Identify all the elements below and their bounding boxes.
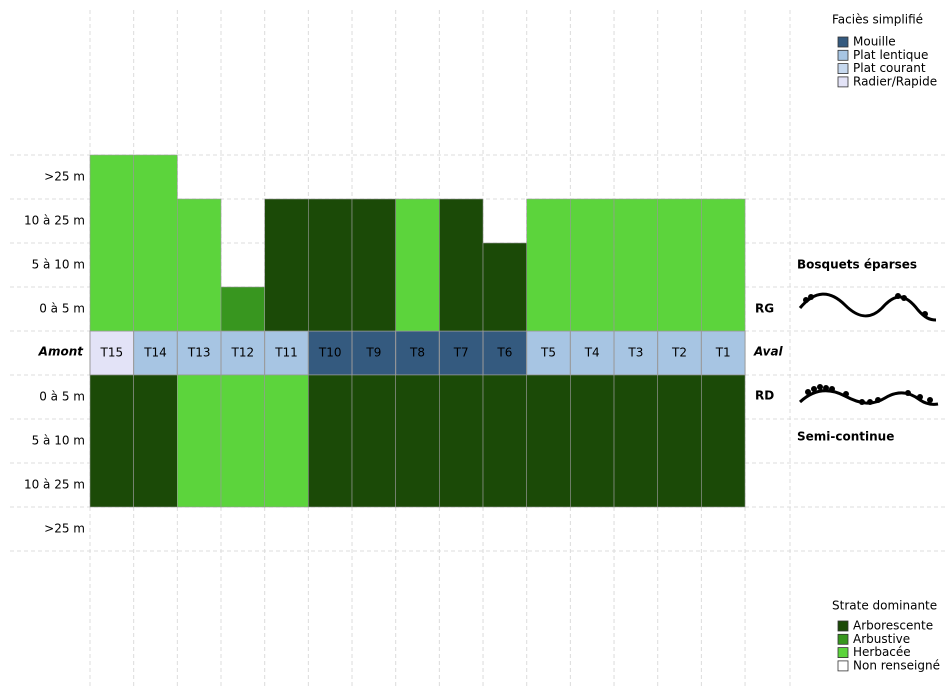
vegetation-bar (89, 154, 134, 332)
vegetation-bar (351, 374, 396, 508)
y-tick-label: 10 à 25 m (24, 478, 85, 492)
transect-label: T14 (143, 346, 167, 360)
vegetation-bar (351, 198, 396, 332)
transect-label: T9 (365, 346, 381, 360)
transect-label: T13 (187, 346, 211, 360)
vegetation-bar (526, 374, 571, 508)
vegetation-bar (177, 374, 222, 508)
y-tick-label: >25 m (44, 522, 85, 536)
legend-title: Faciès simplifié (832, 13, 923, 27)
vegetation-bar (482, 242, 527, 332)
downstream-label: Aval (753, 345, 784, 359)
facies-cell (569, 330, 615, 376)
transect-label: T8 (409, 346, 425, 360)
transect-label: T6 (496, 346, 512, 360)
facies-cell (351, 330, 397, 376)
vegetation-bar (177, 198, 222, 332)
vegetation-bar (439, 198, 484, 332)
transect-label: T2 (671, 346, 687, 360)
vegetation-bar (308, 198, 353, 332)
vegetation-bar (657, 374, 702, 508)
y-tick-label: 0 à 5 m (39, 302, 85, 316)
vegetation-bar (657, 198, 702, 332)
legend-swatch (837, 36, 849, 48)
transect-label: T11 (274, 346, 298, 360)
transect-label: T7 (453, 346, 469, 360)
legend-swatch (837, 63, 849, 74)
continuity-icon (798, 292, 937, 322)
vegetation-bar (220, 374, 265, 508)
facies-cell (526, 330, 571, 376)
vegetation-bar (395, 198, 440, 332)
vegetation-bar (133, 374, 178, 508)
transect-label: T5 (540, 346, 556, 360)
vegetation-bar (570, 198, 615, 332)
facies-cell (133, 330, 178, 376)
vegetation-bar (439, 374, 484, 508)
vegetation-bar (482, 374, 527, 508)
transect-label: T4 (584, 346, 600, 360)
transect-label: T12 (231, 346, 255, 360)
bank-name: RD (755, 389, 774, 403)
facies-cell (700, 330, 746, 376)
facies-cell (89, 330, 135, 376)
vegetation-bar (89, 374, 134, 508)
bank-continuity: Bosquets éparses (797, 258, 917, 272)
y-tick-label: >25 m (44, 170, 85, 184)
continuity-icon (798, 384, 939, 406)
vegetation-bar (570, 374, 615, 508)
legend-swatch (837, 76, 849, 88)
vegetation-bar (133, 154, 178, 332)
legend-label: Mouille (853, 35, 896, 49)
y-tick-label: 5 à 10 m (32, 434, 85, 448)
vegetation-bar (264, 198, 309, 332)
legend-swatch (837, 620, 849, 632)
vegetation-bar (395, 374, 440, 508)
legend-label: Plat lentique (853, 48, 928, 62)
legend-label: Radier/Rapide (853, 74, 937, 88)
transect-label: T1 (715, 346, 731, 360)
legend-swatch (837, 49, 849, 61)
legend-label: Arborescente (853, 619, 933, 633)
transect-label: T3 (627, 346, 643, 360)
transect-label: T15 (100, 346, 124, 360)
legend-swatch (837, 647, 849, 658)
facies-cell (482, 330, 528, 376)
vegetation-bar (220, 286, 265, 332)
y-tick-label: 10 à 25 m (24, 214, 85, 228)
facies-cell (307, 330, 353, 376)
bank-name: RG (755, 302, 774, 316)
vegetation-bar (701, 374, 746, 508)
facies-cell (438, 330, 484, 376)
bank-continuity: Semi-continue (797, 430, 894, 444)
vegetation-bar (308, 374, 353, 508)
legend-swatch (837, 633, 849, 645)
vegetation-bar (264, 374, 309, 508)
legend-label: Arbustive (853, 632, 910, 646)
transect-label: T10 (318, 346, 342, 360)
y-tick-label: 0 à 5 m (39, 390, 85, 404)
upstream-label: Amont (38, 345, 85, 359)
legend-label: Herbacée (853, 645, 911, 659)
legend-label: Plat courant (853, 61, 926, 75)
marks: T15 T14 T13 T12 T11 T10 T9 T8 T7 T6 T5 T4 T3 T2 T1 (89, 154, 746, 508)
vegetation-bar (613, 198, 659, 332)
legend-title: Strate dominante (832, 599, 937, 613)
legend-swatch (837, 660, 849, 672)
vegetation-bar (701, 198, 746, 332)
legend-label: Non renseigné (853, 658, 940, 672)
vegetation-bar (613, 374, 659, 508)
y-tick-label: 5 à 10 m (32, 258, 85, 272)
vegetation-bar (526, 198, 571, 332)
